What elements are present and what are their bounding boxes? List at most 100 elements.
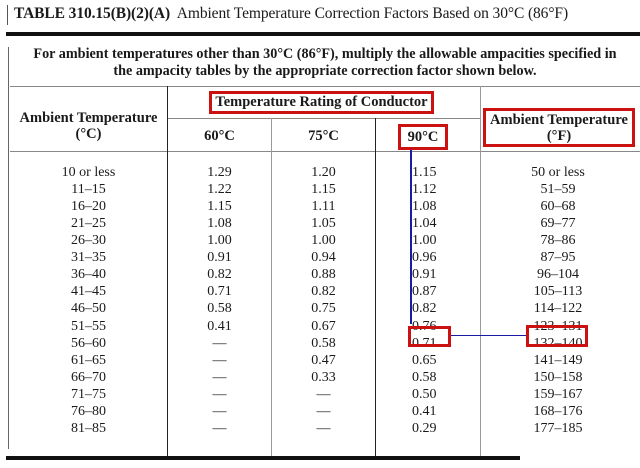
table-number: TABLE 310.15(B)(2)(A) bbox=[14, 5, 171, 22]
cell-90c: 1.04 bbox=[412, 216, 437, 232]
header-rating-group-highlighted: Temperature Rating of Conductor bbox=[209, 91, 434, 114]
cell-90c: 1.00 bbox=[412, 233, 437, 249]
cell-ambient-f: 96–104 bbox=[537, 267, 579, 283]
cell-ambient-c: 31–35 bbox=[71, 250, 106, 266]
cell-ambient-c: 21–25 bbox=[71, 216, 106, 232]
cell-ambient-c: 66–70 bbox=[71, 369, 106, 385]
cell-ambient-c: 10 or less bbox=[61, 165, 116, 180]
col-divider-1 bbox=[167, 86, 168, 458]
cell-90c: 0.82 bbox=[412, 301, 437, 317]
title-margin-mark bbox=[7, 5, 8, 25]
cell-90c: 1.15 bbox=[412, 165, 437, 180]
cell-ambient-c: 41–45 bbox=[71, 284, 106, 300]
header-ambient-c: Ambient Temperature (°C) bbox=[10, 110, 167, 142]
cell-60c: 1.29 bbox=[207, 165, 232, 180]
table-title: TABLE 310.15(B)(2)(A) Ambient Temperatur… bbox=[14, 5, 568, 23]
title-rule bbox=[6, 32, 640, 36]
header-60c: 60°C bbox=[204, 128, 235, 144]
cell-ambient-c: 46–50 bbox=[71, 301, 106, 317]
header-90c-highlighted: 90°C bbox=[398, 124, 448, 150]
highlight-box-123-131 bbox=[526, 325, 588, 347]
cell-90c: 0.29 bbox=[412, 420, 437, 436]
cell-90c: 0.58 bbox=[412, 369, 437, 385]
cell-90c: 0.65 bbox=[412, 352, 437, 368]
col-divider-2 bbox=[271, 118, 272, 458]
cell-90c: 1.08 bbox=[412, 199, 437, 215]
cell-60c: — bbox=[212, 352, 227, 368]
subheader-rule bbox=[167, 118, 480, 119]
cell-75c: 0.75 bbox=[311, 301, 336, 317]
cell-ambient-c: 11–15 bbox=[71, 182, 106, 198]
cell-75c: 0.33 bbox=[311, 369, 336, 385]
cell-60c: 0.71 bbox=[207, 284, 232, 300]
header-ambient-c-line2: (°C) bbox=[75, 126, 102, 142]
cell-ambient-f: 150–158 bbox=[533, 369, 583, 385]
cell-ambient-c: 76–80 bbox=[71, 403, 106, 419]
cell-60c: 1.08 bbox=[207, 216, 232, 232]
cell-ambient-f: 69–77 bbox=[540, 216, 576, 232]
highlight-box-0-76 bbox=[408, 326, 451, 347]
cell-60c: 1.00 bbox=[207, 233, 232, 249]
cell-ambient-c: 51–55 bbox=[71, 318, 106, 334]
cell-ambient-f: 60–68 bbox=[540, 199, 576, 215]
cell-75c: — bbox=[316, 386, 331, 402]
cell-60c: 1.15 bbox=[207, 199, 232, 215]
cell-60c: 0.58 bbox=[207, 301, 232, 317]
cell-ambient-f: 114–122 bbox=[533, 301, 583, 317]
cell-90c: 0.41 bbox=[412, 403, 437, 419]
cell-60c: 0.41 bbox=[207, 318, 232, 334]
cell-75c: 1.20 bbox=[311, 165, 336, 180]
cell-60c: — bbox=[212, 403, 227, 419]
cell-90c: 0.91 bbox=[412, 267, 437, 283]
cell-ambient-c: 81–85 bbox=[71, 420, 106, 436]
cell-ambient-f: 51–59 bbox=[540, 182, 576, 198]
cell-ambient-f: 177–185 bbox=[533, 420, 583, 436]
cell-ambient-c: 56–60 bbox=[71, 335, 106, 351]
cell-90c: 0.96 bbox=[412, 250, 437, 266]
header-ambient-f-line2: (°F) bbox=[546, 128, 572, 144]
cell-ambient-f: 168–176 bbox=[533, 403, 583, 419]
cell-60c: — bbox=[212, 369, 227, 385]
cell-60c: 0.82 bbox=[207, 267, 232, 283]
cell-ambient-f: 78–86 bbox=[540, 233, 576, 249]
table-bottom-rule bbox=[6, 456, 520, 460]
cell-75c: 0.82 bbox=[311, 284, 336, 300]
cell-75c: 0.47 bbox=[311, 352, 336, 368]
cell-75c: 0.67 bbox=[311, 318, 336, 334]
col-divider-3 bbox=[375, 118, 376, 458]
cell-ambient-f: 87–95 bbox=[540, 250, 576, 266]
cell-75c: 1.11 bbox=[311, 199, 336, 215]
table-caption: Ambient Temperature Correction Factors B… bbox=[176, 5, 569, 22]
header-75c: 75°C bbox=[308, 128, 339, 144]
header-ambient-c-line1: Ambient Temperature bbox=[19, 110, 158, 126]
cell-ambient-c: 16–20 bbox=[71, 199, 106, 215]
cell-ambient-f: 159–167 bbox=[533, 386, 583, 402]
cell-ambient-f: 105–113 bbox=[533, 284, 583, 300]
table-top-rule bbox=[10, 86, 640, 87]
cell-ambient-c: 26–30 bbox=[71, 233, 106, 249]
header-ambient-f-highlighted: Ambient Temperature (°F) bbox=[483, 108, 635, 147]
intro-note: For ambient temperatures other than 30°C… bbox=[10, 46, 640, 80]
cell-75c: 1.05 bbox=[311, 216, 336, 232]
cell-90c: 0.50 bbox=[412, 386, 437, 402]
header-ambient-f-line1: Ambient Temperature bbox=[490, 112, 628, 128]
intro-line-2: the ampacity tables by the appropriate c… bbox=[113, 63, 537, 79]
intro-line-1: For ambient temperatures other than 30°C… bbox=[33, 46, 617, 62]
left-border bbox=[8, 47, 9, 449]
cell-60c: 0.91 bbox=[207, 250, 232, 266]
cell-75c: 1.15 bbox=[311, 182, 336, 198]
cell-60c: — bbox=[212, 335, 227, 351]
header-90c: 90°C bbox=[407, 129, 439, 145]
cell-60c: — bbox=[212, 386, 227, 402]
cell-75c: 0.58 bbox=[311, 335, 336, 351]
lookup-line-vertical bbox=[410, 150, 412, 324]
cell-90c: 0.87 bbox=[412, 284, 437, 300]
cell-60c: 1.22 bbox=[207, 182, 232, 198]
cell-75c: — bbox=[316, 420, 331, 436]
header-rating-group: Temperature Rating of Conductor bbox=[215, 94, 428, 110]
header-bottom-rule bbox=[10, 151, 640, 152]
cell-75c: 0.88 bbox=[311, 267, 336, 283]
lookup-line-horizontal bbox=[449, 335, 527, 336]
cell-ambient-c: 71–75 bbox=[71, 386, 106, 402]
cell-75c: 1.00 bbox=[311, 233, 336, 249]
